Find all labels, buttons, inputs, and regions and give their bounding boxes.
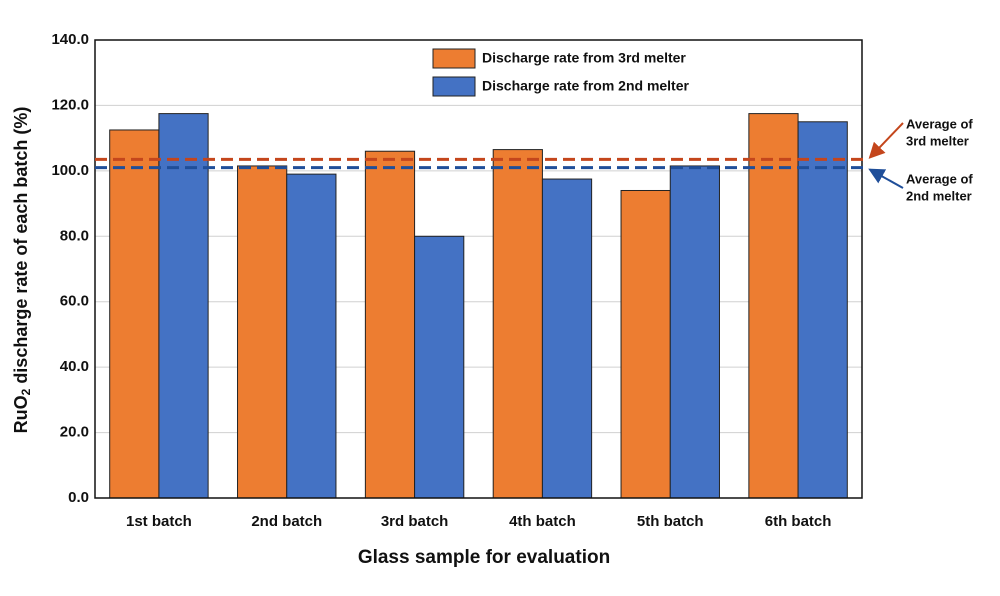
y-tick-label: 120.0 [51,96,89,113]
x-tick-label: 5th batch [637,513,704,530]
bar [797,121,848,499]
y-tick-label: 40.0 [60,358,89,375]
bar [364,150,416,499]
bar [620,189,671,499]
y-tick-label: 20.0 [60,424,89,441]
legend-swatch [432,48,476,69]
y-tick-label: 100.0 [51,162,89,179]
legend-label: Discharge rate from 2nd melter [482,78,690,94]
annotation-arrow [868,168,904,189]
bar [669,165,720,499]
annotation: Average of [906,116,973,131]
bar [414,235,465,499]
bar [158,113,209,499]
legend-swatch [432,76,476,97]
legend-label: Discharge rate from 3rd melter [482,50,686,66]
x-tick-label: 3rd batch [381,513,449,530]
x-axis-label: Glass sample for evaluation [358,547,610,568]
x-tick-label: 4th batch [509,513,576,530]
x-tick-label: 2nd batch [251,513,322,530]
y-tick-label: 60.0 [60,293,89,310]
bar [237,165,288,499]
plot-border [94,39,863,499]
y-label-part: discharge rate of each batch (%) [11,107,31,389]
y-tick-label: 0.0 [68,489,89,506]
y-tick-label: 140.0 [51,31,89,48]
x-tick-label: 1st batch [126,513,192,530]
annotation-arrow [868,122,904,159]
y-label-part: RuO [11,395,31,433]
annotation: Average of [906,171,973,186]
y-axis-label: RuO2 discharge rate of each batch (%) [11,107,33,434]
y-label-sub: 2 [19,388,33,395]
bar [286,173,337,499]
x-tick-label: 6th batch [765,513,832,530]
bar [541,178,593,499]
bar [492,149,543,499]
bar [748,113,799,499]
annotation: 3rd melter [906,133,969,148]
annotation: 2nd melter [906,188,972,203]
bar [109,129,160,499]
y-tick-label: 80.0 [60,227,89,244]
